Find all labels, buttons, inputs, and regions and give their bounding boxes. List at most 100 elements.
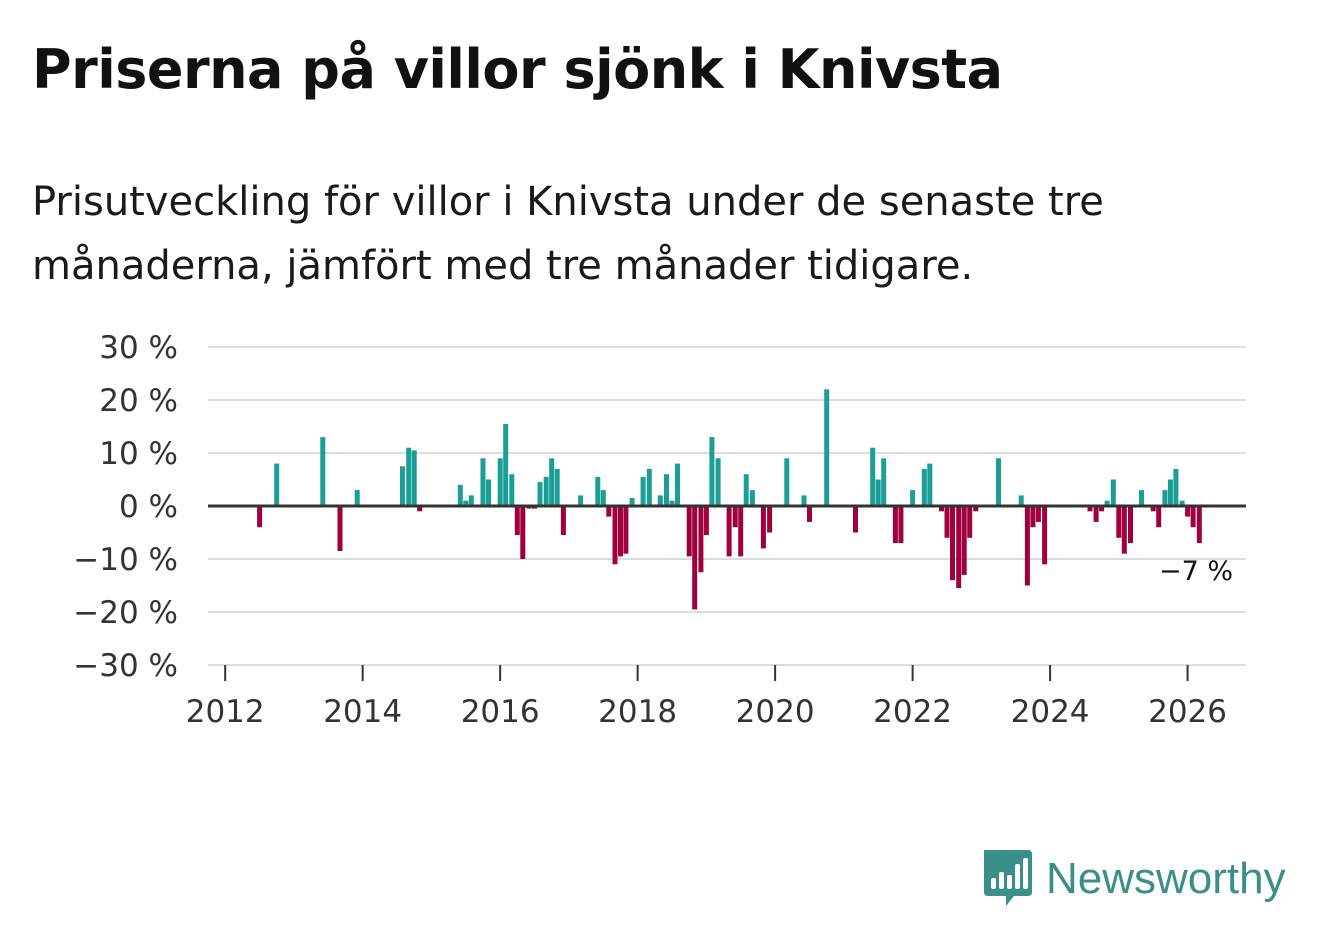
bar xyxy=(726,506,732,557)
bars xyxy=(257,389,1202,610)
bar xyxy=(698,506,704,573)
y-tick-label: 30 % xyxy=(99,330,178,366)
bar xyxy=(657,495,663,506)
bar xyxy=(578,495,584,506)
y-tick-label: −20 % xyxy=(73,595,178,631)
bar xyxy=(514,506,520,536)
bar xyxy=(1173,468,1179,506)
y-tick-label: −30 % xyxy=(73,648,178,684)
bar xyxy=(1196,506,1202,544)
bar xyxy=(1162,490,1168,506)
bar xyxy=(944,506,950,538)
x-tick-label: 2018 xyxy=(598,694,677,730)
bar xyxy=(543,476,549,506)
x-tick-label: 2024 xyxy=(1011,694,1090,730)
bar xyxy=(646,468,652,506)
bar xyxy=(1030,506,1036,528)
bar xyxy=(554,468,560,506)
bar-chart: 30 %20 %10 %0 %−10 %−20 %−30 % 2012 2014 2… xyxy=(73,330,1246,730)
bar xyxy=(686,506,692,557)
x-tick-label: 2014 xyxy=(323,694,402,730)
x-tick-label: 2022 xyxy=(873,694,952,730)
bar xyxy=(1139,490,1144,506)
bar xyxy=(669,500,675,506)
bar xyxy=(921,468,927,506)
bar xyxy=(468,495,474,506)
last-value-label: −7 % xyxy=(1159,556,1233,587)
bar xyxy=(411,450,417,506)
bar xyxy=(675,463,680,506)
bar xyxy=(560,506,566,536)
x-tick-label: 2026 xyxy=(1148,694,1227,730)
bar xyxy=(1167,479,1173,506)
bar xyxy=(1185,506,1191,517)
y-tick-label: −10 % xyxy=(73,542,178,578)
bar xyxy=(784,458,790,506)
bar xyxy=(927,463,933,506)
bar xyxy=(996,458,1001,506)
bar xyxy=(457,484,463,506)
bar-chart-icon xyxy=(984,850,1032,906)
bar xyxy=(417,506,423,512)
bar xyxy=(1121,506,1127,554)
bar xyxy=(1042,506,1048,565)
bar xyxy=(956,506,962,589)
bar xyxy=(1087,506,1093,512)
bar xyxy=(618,506,623,557)
brand-logo: Newsworthy xyxy=(980,848,1286,910)
bar xyxy=(892,506,898,544)
bar xyxy=(1190,506,1196,528)
bar xyxy=(623,506,629,554)
bar xyxy=(715,458,721,506)
chart-subtitle: Prisutveckling för villor i Knivsta unde… xyxy=(32,179,1104,289)
bar xyxy=(257,506,263,528)
bar xyxy=(875,479,881,506)
x-tick-label: 2020 xyxy=(736,694,815,730)
bar xyxy=(537,482,543,506)
bar xyxy=(870,447,876,506)
bar xyxy=(612,506,618,565)
bar xyxy=(950,506,955,581)
bar xyxy=(807,506,812,522)
bar xyxy=(1110,479,1116,506)
bar xyxy=(1104,500,1110,506)
bar xyxy=(497,458,503,506)
bar xyxy=(406,447,412,506)
bar xyxy=(961,506,967,575)
bar xyxy=(1099,506,1105,512)
x-tick-label: 2016 xyxy=(461,694,540,730)
bar xyxy=(354,490,360,506)
bar xyxy=(1150,506,1156,512)
bar xyxy=(824,389,830,506)
bar xyxy=(1128,506,1133,544)
bar xyxy=(853,506,858,533)
x-axis: 2012 2014 2016 2018 2020 2022 2024 2026 xyxy=(186,664,1246,730)
bar xyxy=(801,495,807,506)
bar xyxy=(1116,506,1122,538)
bar xyxy=(881,458,887,506)
chart-title: Priserna på villor sjönk i Knivsta xyxy=(32,38,1003,101)
bar xyxy=(595,476,601,506)
bar xyxy=(939,506,944,512)
bar xyxy=(760,506,766,549)
bar xyxy=(1035,506,1041,522)
bar xyxy=(973,506,979,512)
bar xyxy=(320,437,326,506)
bar xyxy=(1093,506,1099,522)
bar xyxy=(629,498,635,506)
bar xyxy=(1156,506,1162,528)
y-tick-label: 10 % xyxy=(99,436,178,472)
bar xyxy=(898,506,904,544)
bar xyxy=(743,474,749,506)
bar xyxy=(967,506,973,538)
bar xyxy=(749,490,755,506)
bar xyxy=(463,500,469,506)
bar xyxy=(520,506,526,559)
bar xyxy=(640,476,646,506)
bar xyxy=(480,458,486,506)
bar xyxy=(503,423,509,506)
x-tick-label: 2012 xyxy=(186,694,265,730)
bar xyxy=(709,437,715,506)
bar xyxy=(738,506,744,557)
bar xyxy=(1024,506,1030,586)
